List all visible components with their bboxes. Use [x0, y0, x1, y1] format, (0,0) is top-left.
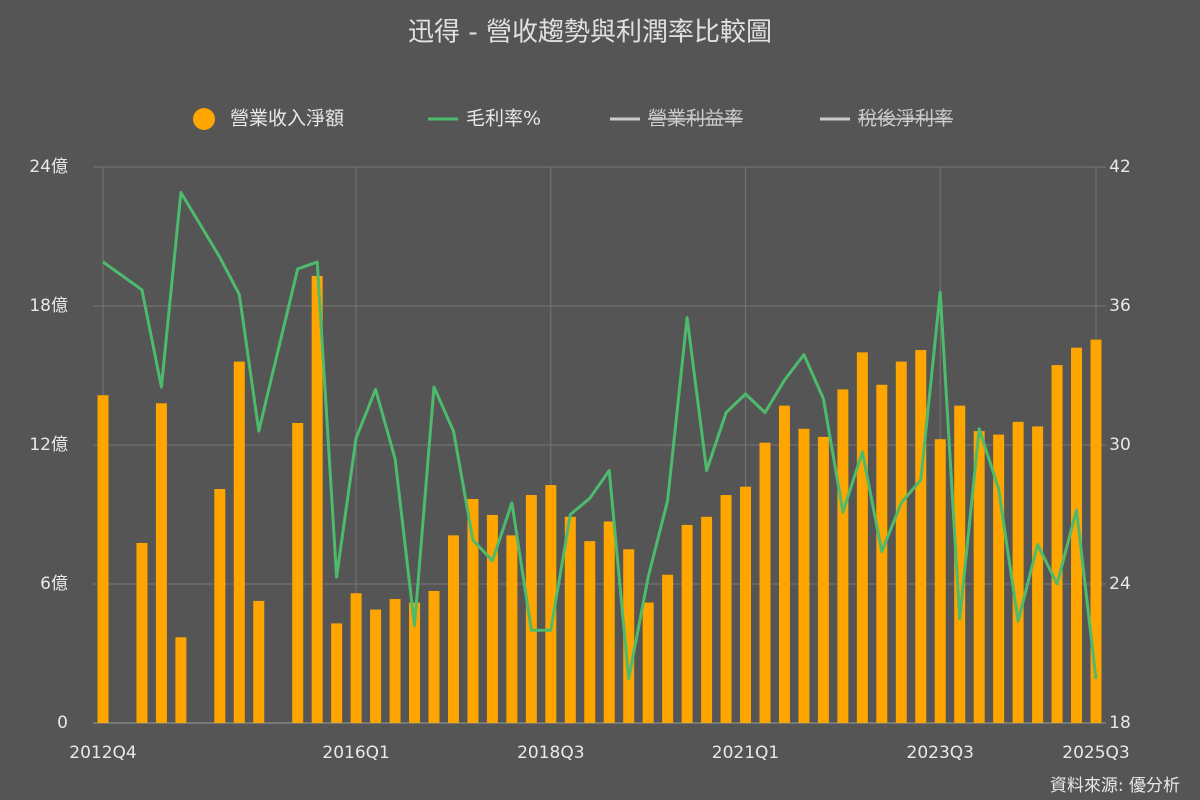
- bar: [856, 352, 868, 723]
- x-tick-label: 2016Q1: [322, 743, 389, 763]
- bar: [740, 486, 752, 723]
- y-tick-label: 6億: [40, 574, 68, 594]
- bar: [175, 637, 187, 723]
- bar: [681, 524, 693, 723]
- bar: [1090, 339, 1102, 723]
- x-tick-label: 2018Q3: [517, 743, 584, 763]
- bar: [642, 602, 654, 723]
- bar: [253, 600, 265, 723]
- bar: [817, 436, 829, 723]
- bar: [759, 442, 771, 723]
- bar: [467, 498, 479, 723]
- bar: [934, 439, 946, 723]
- source: 資料來源: 優分析: [1050, 776, 1180, 796]
- bar: [1051, 365, 1063, 723]
- bar: [545, 485, 557, 723]
- bar: [389, 599, 401, 723]
- bar: [506, 535, 518, 723]
- bar: [311, 275, 323, 723]
- y-tick-label: 24億: [29, 157, 68, 177]
- bar: [486, 514, 498, 723]
- y2-tick-label: 30: [1109, 435, 1131, 455]
- y-tick-label: 0: [57, 713, 68, 733]
- y-tick-label: 18億: [29, 296, 68, 316]
- bar: [798, 428, 810, 723]
- bar: [525, 495, 537, 723]
- y2-tick-label: 42: [1109, 157, 1131, 177]
- bar: [1032, 426, 1044, 723]
- legend-label: 營業收入淨額: [230, 108, 344, 130]
- bar: [993, 434, 1005, 723]
- bar: [136, 542, 148, 723]
- bar: [973, 431, 985, 723]
- bar: [1012, 421, 1024, 723]
- x-tick-label: 2021Q1: [712, 743, 779, 763]
- bar: [350, 593, 362, 723]
- legend-label: 毛利率%: [466, 108, 541, 130]
- x-tick-label: 2023Q3: [907, 743, 974, 763]
- bar: [876, 384, 888, 723]
- bar: [662, 574, 674, 723]
- bar: [331, 623, 343, 723]
- bar: [1071, 347, 1083, 723]
- bar: [292, 422, 304, 723]
- bar: [370, 609, 382, 723]
- bar: [214, 489, 226, 723]
- bar: [564, 516, 576, 723]
- bar: [409, 602, 421, 723]
- bar: [778, 405, 790, 723]
- x-tick-label: 2025Q3: [1062, 743, 1129, 763]
- y2-tick-label: 24: [1109, 574, 1131, 594]
- x-tick-label: 2012Q4: [69, 743, 136, 763]
- bar: [623, 549, 635, 723]
- bar: [701, 516, 713, 723]
- bar: [97, 395, 109, 723]
- line: [102, 191, 1098, 681]
- chart-title: 迅得 - 營收趨勢與利潤率比較圖: [408, 18, 772, 48]
- y2-tick-label: 18: [1109, 713, 1131, 733]
- bar: [584, 541, 596, 723]
- bar: [837, 389, 849, 723]
- bar: [155, 403, 167, 723]
- bar: [954, 405, 966, 723]
- bar: [447, 535, 459, 723]
- bar: [428, 590, 440, 723]
- y2-tick-label: 36: [1109, 296, 1131, 316]
- bar: [895, 361, 907, 723]
- bar: [915, 350, 927, 723]
- bar: [720, 495, 732, 723]
- bar: [233, 361, 245, 723]
- bar: [603, 521, 615, 723]
- legend-swatch: [193, 108, 215, 130]
- y-tick-label: 12億: [29, 435, 68, 455]
